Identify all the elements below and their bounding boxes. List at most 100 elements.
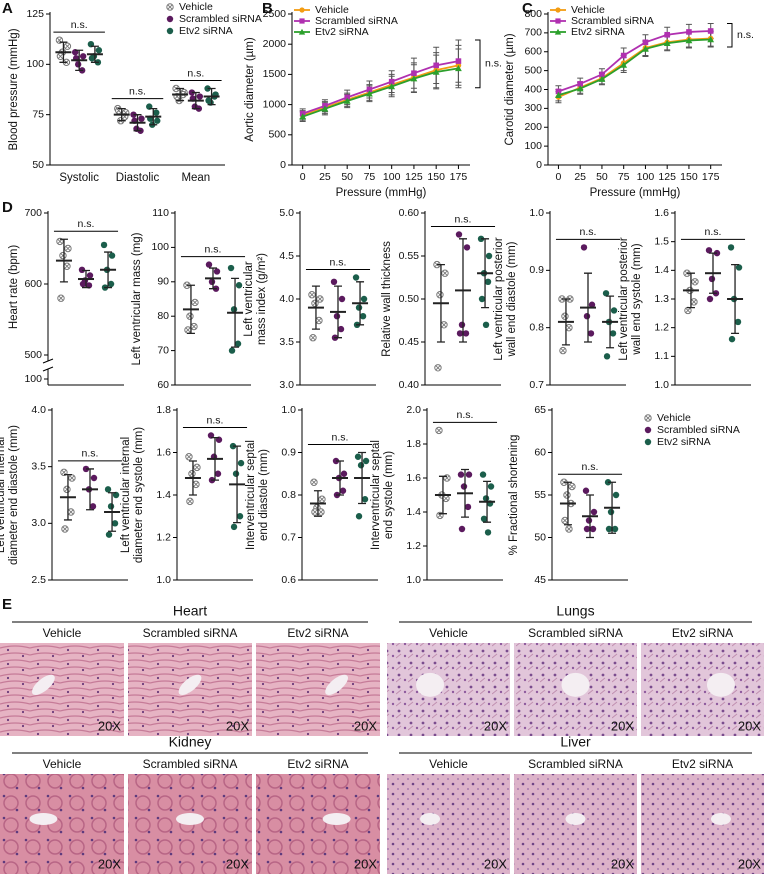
significance-label: n.s. (71, 19, 88, 31)
y-axis-title: Interventricular septal (245, 440, 257, 550)
point (482, 495, 490, 502)
y-tick-label: 500 (268, 129, 286, 141)
point (359, 313, 367, 320)
point (317, 508, 325, 516)
point (315, 316, 323, 325)
y-tick-label: 55 (534, 489, 546, 501)
point (411, 70, 417, 76)
point (433, 62, 439, 69)
image-label: Vehicle (429, 626, 468, 640)
y-tick-label: 0.45 (399, 336, 420, 348)
point-cross (442, 270, 448, 276)
point-cross (192, 299, 198, 305)
point (299, 113, 307, 120)
point (477, 235, 485, 242)
point-cross (316, 317, 322, 324)
y-tick-label: 800 (524, 8, 542, 20)
y-axis-title: diameter end systole (mm) (133, 427, 145, 563)
point (333, 313, 341, 320)
point (482, 321, 490, 328)
point-cross (566, 526, 572, 532)
y-tick-label: 0.8 (529, 321, 544, 333)
point (78, 266, 86, 273)
legend-marker (166, 3, 174, 11)
legend-marker (554, 28, 562, 35)
point (337, 325, 345, 333)
point-cross (186, 454, 192, 460)
x-tick-label: 150 (427, 171, 445, 183)
tissue-title: Heart (173, 603, 207, 619)
y-tick-label: 50 (32, 159, 44, 171)
point (311, 299, 319, 307)
series-line (302, 67, 459, 118)
point (227, 264, 235, 272)
point-cross (194, 464, 200, 470)
y-axis-title: mass index (g/m²) (256, 253, 268, 345)
y-axis-title: Left ventricular internal (0, 437, 7, 553)
point (484, 278, 492, 285)
point (90, 474, 98, 482)
y-tick-label: 300 (524, 102, 542, 114)
legend-label: Etv2 siRNA (657, 436, 711, 448)
y-tick-label: 1.0 (156, 574, 171, 586)
point (555, 91, 562, 98)
x-tick-label: 100 (383, 171, 401, 183)
point-cross (69, 475, 75, 481)
point (479, 471, 487, 478)
point (436, 291, 444, 299)
point (190, 322, 198, 331)
image-label: Vehicle (43, 626, 82, 640)
micrograph (641, 774, 764, 874)
point-cross (64, 43, 70, 49)
y-axis-title: Blood pressure (mmHg) (8, 28, 20, 150)
point (339, 487, 347, 494)
image-label: Etv2 siRNA (287, 626, 348, 640)
point (458, 525, 466, 533)
point (561, 516, 569, 525)
point (108, 252, 116, 259)
micrograph-lumen (420, 813, 441, 825)
point-cross (318, 509, 324, 515)
x-tick-label: 25 (574, 171, 586, 183)
point (691, 278, 699, 286)
x-tick-label: 50 (341, 171, 353, 183)
y-tick-label: 1.8 (156, 404, 171, 416)
legend-label: Etv2 siRNA (179, 25, 233, 37)
y-tick-label: 2000 (263, 38, 287, 50)
point (355, 304, 363, 311)
point (587, 330, 595, 337)
image-label: Etv2 siRNA (287, 757, 348, 771)
point (193, 463, 201, 472)
y-tick-label: 700 (24, 207, 42, 219)
point-cross (436, 427, 442, 433)
point (153, 109, 160, 116)
x-tick-label: 25 (319, 171, 331, 183)
y-tick-label: 3.5 (279, 336, 294, 348)
image-label: Vehicle (43, 757, 82, 771)
point (232, 470, 240, 477)
point-cross (312, 509, 318, 515)
y-tick-label: 500 (24, 349, 42, 361)
point (352, 274, 360, 281)
point (361, 496, 369, 503)
point (478, 295, 486, 303)
magnification: 20X (484, 856, 507, 871)
x-tick-label: 100 (637, 171, 655, 183)
point (484, 529, 492, 536)
y-tick-label: 1.8 (406, 438, 421, 450)
point (79, 280, 87, 288)
point (57, 294, 65, 302)
y-tick-label: 600 (24, 278, 42, 290)
y-tick-label: 80 (157, 310, 169, 322)
point-cross (65, 245, 71, 252)
point (565, 525, 573, 533)
point (555, 88, 562, 95)
micrograph-lumen (565, 813, 586, 825)
significance-label: n.s. (207, 414, 224, 426)
point (607, 508, 615, 516)
point-cross (685, 307, 691, 314)
y-tick-label: 60 (534, 446, 546, 458)
micrograph (387, 774, 510, 874)
micrograph (0, 774, 124, 874)
point-cross (562, 517, 568, 524)
